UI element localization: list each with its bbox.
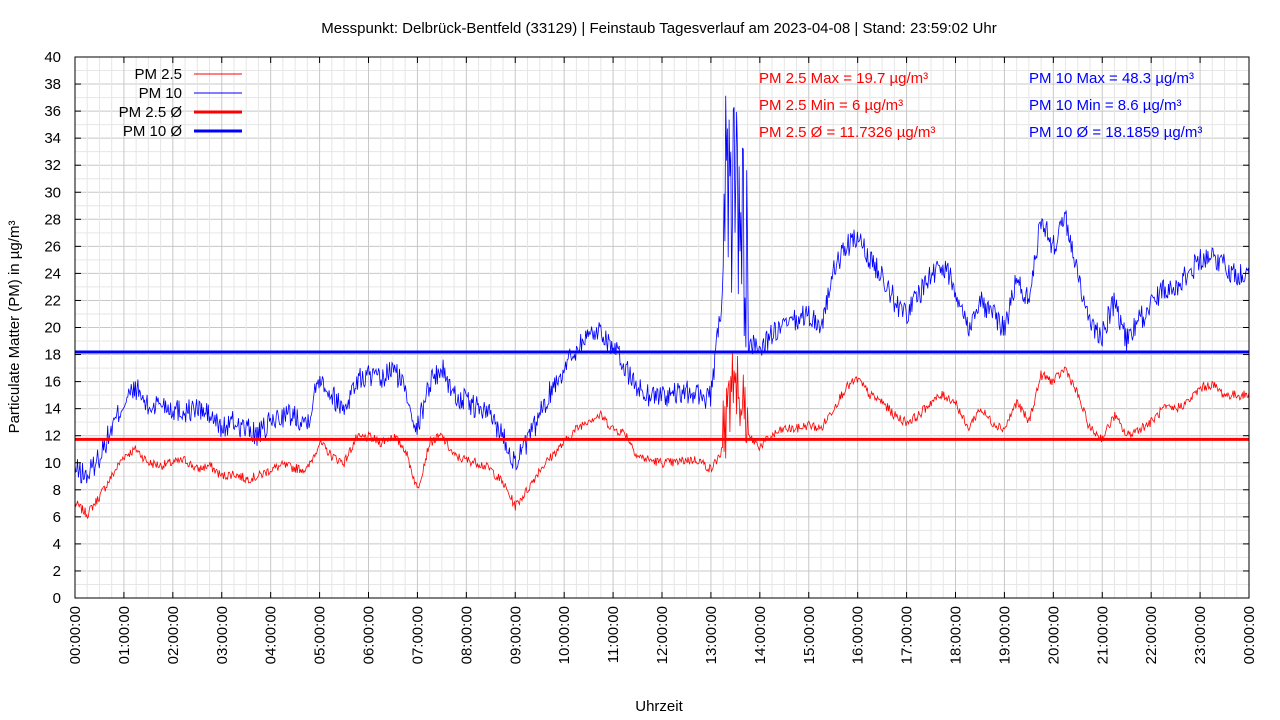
y-tick-label: 40 xyxy=(44,49,61,66)
x-tick-label: 21:00:00 xyxy=(1094,606,1111,664)
pm10-stat: PM 10 Max = 48.3 µg/m³ xyxy=(1029,70,1194,87)
y-tick-label: 32 xyxy=(44,157,61,174)
y-tick-label: 26 xyxy=(44,238,61,255)
x-axis-label: Uhrzeit xyxy=(635,698,683,715)
x-tick-label: 08:00:00 xyxy=(458,606,475,664)
y-tick-label: 14 xyxy=(44,401,61,418)
x-tick-label: 13:00:00 xyxy=(703,606,720,664)
pm10-stat: PM 10 Min = 8.6 µg/m³ xyxy=(1029,97,1181,114)
ticks: 024681012141618202224262830323436384000:… xyxy=(44,49,1258,664)
x-tick-label: 00:00:00 xyxy=(67,606,84,664)
x-tick-label: 07:00:00 xyxy=(409,606,426,664)
legend-label: PM 10 Ø xyxy=(123,123,183,140)
x-tick-label: 23:00:00 xyxy=(1192,606,1209,664)
x-tick-label: 01:00:00 xyxy=(116,606,133,664)
y-tick-label: 36 xyxy=(44,103,61,120)
y-tick-label: 0 xyxy=(53,590,61,607)
x-tick-label: 11:00:00 xyxy=(605,606,622,663)
series-layer xyxy=(74,95,1250,520)
x-tick-label: 18:00:00 xyxy=(948,606,965,664)
chart-title: Messpunkt: Delbrück-Bentfeld (33129) | F… xyxy=(321,20,996,37)
pm10-stat: PM 10 Ø = 18.1859 µg/m³ xyxy=(1029,124,1202,141)
y-tick-label: 4 xyxy=(53,536,61,553)
x-tick-label: 00:00:00 xyxy=(1241,606,1258,664)
x-tick-label: 02:00:00 xyxy=(165,606,182,664)
x-tick-label: 06:00:00 xyxy=(361,606,378,664)
x-tick-label: 12:00:00 xyxy=(654,606,671,664)
x-tick-label: 19:00:00 xyxy=(996,606,1013,664)
x-tick-label: 05:00:00 xyxy=(312,606,329,664)
legend-label: PM 2.5 Ø xyxy=(119,104,183,121)
y-tick-label: 12 xyxy=(44,428,61,445)
y-tick-label: 8 xyxy=(53,482,61,499)
y-axis-label: Particulate Matter (PM) in µg/m³ xyxy=(6,221,23,434)
y-tick-label: 34 xyxy=(44,130,61,147)
x-tick-label: 17:00:00 xyxy=(899,606,916,664)
y-tick-label: 30 xyxy=(44,184,61,201)
x-tick-label: 15:00:00 xyxy=(801,606,818,664)
y-tick-label: 18 xyxy=(44,347,61,364)
annotations: PM 2.5 Max = 19.7 µg/m³ PM 2.5 Min = 6 µg… xyxy=(759,70,1202,141)
pm25-stat: PM 2.5 Ø = 11.7326 µg/m³ xyxy=(759,124,935,141)
series-line xyxy=(74,95,1250,484)
legend-label: PM 2.5 xyxy=(134,66,182,83)
series-line xyxy=(74,353,1250,520)
x-tick-label: 14:00:00 xyxy=(752,606,769,664)
y-tick-label: 10 xyxy=(44,455,61,472)
y-tick-label: 24 xyxy=(44,265,61,282)
x-tick-label: 16:00:00 xyxy=(850,606,867,664)
x-tick-label: 09:00:00 xyxy=(507,606,524,664)
y-tick-label: 20 xyxy=(44,320,61,337)
legend: PM 2.5 PM 10 PM 2.5 Ø PM 10 Ø xyxy=(119,66,242,140)
x-tick-label: 10:00:00 xyxy=(556,606,573,664)
pm25-stat: PM 2.5 Min = 6 µg/m³ xyxy=(759,97,903,114)
x-tick-label: 20:00:00 xyxy=(1045,606,1062,664)
x-tick-label: 04:00:00 xyxy=(263,606,280,664)
x-tick-label: 03:00:00 xyxy=(214,606,231,664)
y-tick-label: 38 xyxy=(44,76,61,93)
y-tick-label: 6 xyxy=(53,509,61,526)
y-tick-label: 16 xyxy=(44,374,61,391)
y-tick-label: 2 xyxy=(53,563,61,580)
y-tick-label: 22 xyxy=(44,292,61,309)
y-tick-label: 28 xyxy=(44,211,61,228)
pm25-stat: PM 2.5 Max = 19.7 µg/m³ xyxy=(759,70,928,87)
x-tick-label: 22:00:00 xyxy=(1143,606,1160,664)
legend-label: PM 10 xyxy=(139,85,182,102)
